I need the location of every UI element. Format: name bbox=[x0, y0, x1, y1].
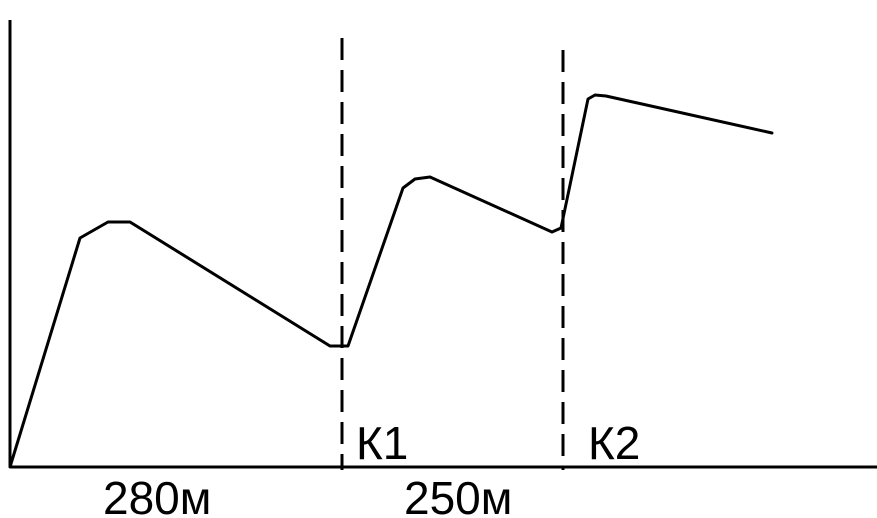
marker-label-k1: К1 bbox=[356, 417, 408, 469]
segment-length-label-1: 280м bbox=[103, 472, 211, 518]
segment-length-label-2: 250м bbox=[404, 472, 512, 518]
marker-label-k2: К2 bbox=[588, 417, 640, 469]
pressure-profile-line bbox=[8, 93, 774, 469]
